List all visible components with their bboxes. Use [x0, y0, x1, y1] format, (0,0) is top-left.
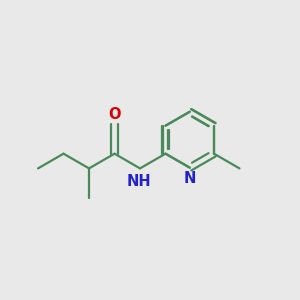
- Text: N: N: [184, 171, 196, 186]
- Text: NH: NH: [126, 174, 151, 189]
- Text: O: O: [108, 107, 121, 122]
